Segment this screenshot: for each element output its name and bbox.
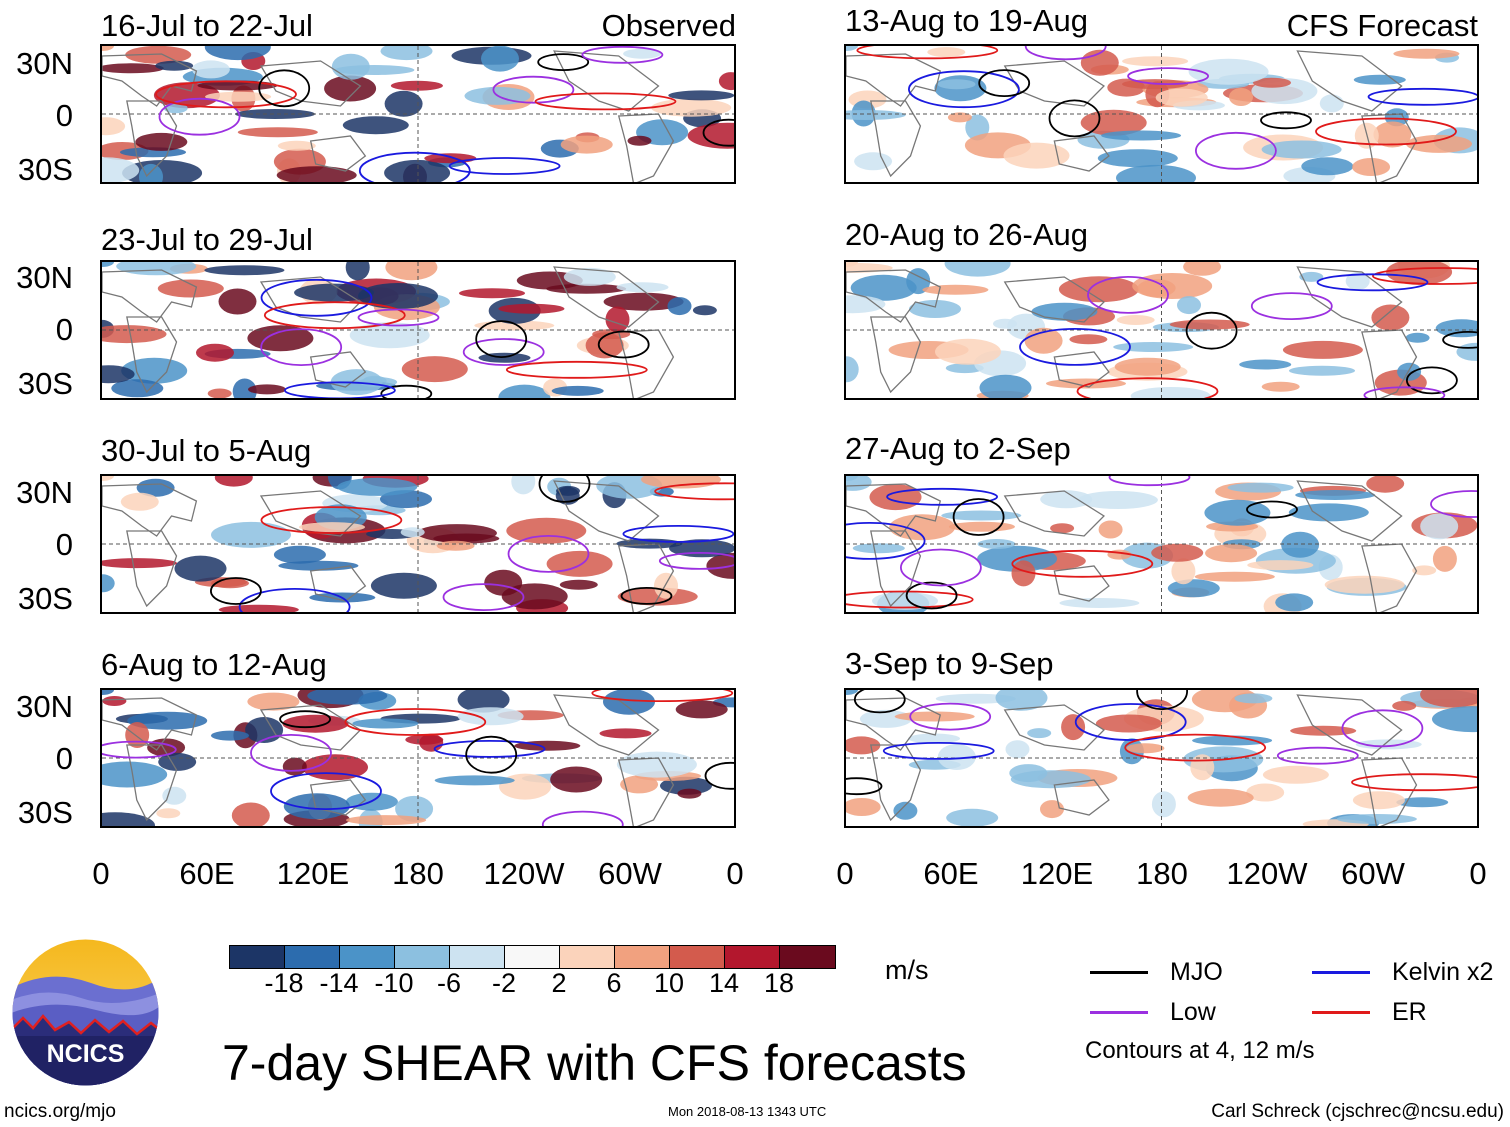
colorbar-swatch-11 xyxy=(780,946,835,968)
xtick-l-60e: 60E xyxy=(179,856,235,891)
panel-title-fc-2: 20-Aug to 26-Aug xyxy=(845,217,1089,252)
colorbar-swatch-6 xyxy=(505,946,560,968)
legend-er-line xyxy=(1312,1011,1370,1014)
cbar-label-2: -14 xyxy=(319,968,359,998)
panel-title-fc-3: 27-Aug to 2-Sep xyxy=(845,431,1071,466)
cbar-label-3: -10 xyxy=(374,968,414,998)
ytick-30s-1: 30S xyxy=(17,152,73,187)
xtick-r-180: 180 xyxy=(1136,856,1188,891)
map-forecast-1 xyxy=(844,44,1479,184)
xtick-l-0b: 0 xyxy=(726,856,744,891)
legend-mjo-label: MJO xyxy=(1170,958,1223,986)
ytick-30n-2: 30N xyxy=(16,260,73,295)
colorbar-swatch-9 xyxy=(670,946,725,968)
map-forecast-3 xyxy=(844,474,1479,614)
colorbar-swatch-7 xyxy=(560,946,615,968)
xtick-l-180: 180 xyxy=(392,856,444,891)
panel-title-obs-1: 16-Jul to 22-Jul xyxy=(101,8,313,43)
ytick-eq-4: 0 xyxy=(55,741,73,776)
xtick-l-0: 0 xyxy=(92,856,110,891)
ytick-30n-1: 30N xyxy=(16,46,73,81)
observed-label: Observed xyxy=(601,8,736,43)
xtick-r-0: 0 xyxy=(836,856,854,891)
panel-title-fc-1: 13-Aug to 19-Aug xyxy=(845,3,1089,38)
panel-title-obs-2: 23-Jul to 29-Jul xyxy=(101,222,313,257)
cbar-label-9: 14 xyxy=(708,968,740,998)
colorbar-units: m/s xyxy=(885,955,929,985)
ytick-30n-4: 30N xyxy=(16,689,73,724)
legend-mjo-line xyxy=(1090,971,1148,974)
ytick-30s-4: 30S xyxy=(17,795,73,830)
panel-title-fc-4: 3-Sep to 9-Sep xyxy=(845,646,1054,681)
footer-website[interactable]: ncics.org/mjo xyxy=(4,1101,116,1122)
colorbar-swatch-1 xyxy=(230,946,285,968)
cbar-label-1: -18 xyxy=(264,968,304,998)
legend-low-line xyxy=(1090,1011,1148,1014)
map-forecast-2 xyxy=(844,260,1479,400)
map-forecast-4 xyxy=(844,688,1479,828)
cbar-label-8: 10 xyxy=(653,968,685,998)
colorbar-swatch-10 xyxy=(725,946,780,968)
cbar-label-6: 2 xyxy=(551,968,567,998)
xtick-r-120e: 120E xyxy=(1020,856,1094,891)
xtick-l-60w: 60W xyxy=(598,856,662,891)
map-observed-2 xyxy=(100,260,736,400)
legend-kelvin-line xyxy=(1312,971,1370,974)
ytick-eq-2: 0 xyxy=(55,312,73,347)
colorbar-swatch-4 xyxy=(395,946,450,968)
footer-timestamp: Mon 2018-08-13 1343 UTC xyxy=(668,1104,827,1119)
panel-title-obs-4: 6-Aug to 12-Aug xyxy=(101,647,327,682)
ytick-eq-1: 0 xyxy=(55,98,73,133)
legend-kelvin-label: Kelvin x2 xyxy=(1392,958,1494,986)
legend-mjo: MJO xyxy=(1090,958,1223,987)
colorbar-swatch-3 xyxy=(340,946,395,968)
xtick-l-120w: 120W xyxy=(483,856,565,891)
legend-kelvin: Kelvin x2 xyxy=(1312,958,1493,987)
footer-author: Carl Schreck (cjschrec@ncsu.edu) xyxy=(1211,1101,1504,1122)
cbar-label-4: -6 xyxy=(436,968,462,998)
ytick-30s-2: 30S xyxy=(17,366,73,401)
ytick-eq-3: 0 xyxy=(55,527,73,562)
colorbar-swatch-8 xyxy=(615,946,670,968)
cbar-label-5: -2 xyxy=(491,968,517,998)
ytick-30n-3: 30N xyxy=(16,475,73,510)
xtick-r-0b: 0 xyxy=(1469,856,1487,891)
forecast-label: CFS Forecast xyxy=(1286,8,1478,43)
colorbar-swatch-2 xyxy=(285,946,340,968)
legend-er: ER xyxy=(1312,998,1427,1027)
xtick-r-120w: 120W xyxy=(1226,856,1308,891)
map-observed-1 xyxy=(100,44,736,184)
panel-title-obs-3: 30-Jul to 5-Aug xyxy=(101,433,312,468)
map-observed-3 xyxy=(100,474,736,614)
colorbar-swatch-5 xyxy=(450,946,505,968)
xtick-r-60e: 60E xyxy=(923,856,979,891)
ytick-30s-3: 30S xyxy=(17,581,73,616)
map-observed-4 xyxy=(100,688,736,828)
legend-low-label: Low xyxy=(1170,998,1216,1026)
main-title: 7-day SHEAR with CFS forecasts xyxy=(222,1035,967,1091)
ncics-logo: NCICS xyxy=(11,938,160,1087)
contours-note: Contours at 4, 12 m/s xyxy=(1085,1037,1315,1064)
cbar-label-7: 6 xyxy=(606,968,622,998)
logo-text: NCICS xyxy=(47,1040,125,1068)
xtick-l-120e: 120E xyxy=(276,856,350,891)
legend-low: Low xyxy=(1090,998,1216,1027)
xtick-r-60w: 60W xyxy=(1341,856,1405,891)
cbar-label-10: 18 xyxy=(763,968,795,998)
legend-er-label: ER xyxy=(1392,998,1427,1026)
colorbar xyxy=(229,945,836,969)
